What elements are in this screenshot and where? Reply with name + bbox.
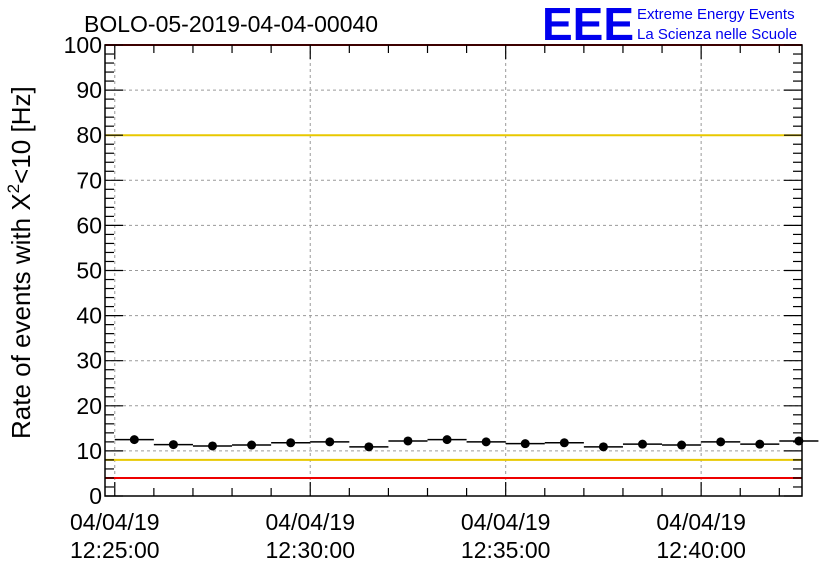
x-tick-label-time: 12:40:00 <box>656 537 746 563</box>
data-point <box>740 439 780 449</box>
point-marker <box>403 436 413 446</box>
eee-logo: EEE Extreme Energy Events La Scienza nel… <box>542 0 797 50</box>
point-marker <box>129 435 139 445</box>
point-marker <box>716 437 726 447</box>
point-marker <box>559 438 569 448</box>
y-tick-label: 0 <box>89 483 102 509</box>
point-marker <box>638 439 648 449</box>
point-marker <box>208 441 218 451</box>
data-point <box>153 440 193 450</box>
y-tick-label: 90 <box>76 77 102 103</box>
point-marker <box>247 440 257 450</box>
data-point <box>388 436 428 446</box>
y-tick-label: 40 <box>76 303 102 329</box>
data-point <box>192 441 233 451</box>
logo-line-2: La Scienza nelle Scuole <box>637 26 797 43</box>
data-point <box>232 440 272 450</box>
data-point <box>310 437 350 447</box>
data-point <box>427 435 467 445</box>
y-tick-labels: 0 10 20 30 40 50 60 70 80 90 100 <box>64 32 102 509</box>
x-tick-label-date: 04/04/19 <box>656 509 746 535</box>
data-point <box>466 437 506 447</box>
y-tick-label: 60 <box>76 212 102 238</box>
eee-logo-mark: EEE <box>542 0 634 50</box>
x-tick-label-time: 12:25:00 <box>70 537 160 563</box>
reference-lines <box>105 44 802 479</box>
data-point <box>662 440 702 450</box>
chart-title: BOLO-05-2019-04-04-00040 <box>84 11 378 37</box>
data-point <box>271 438 311 448</box>
point-marker <box>325 437 335 447</box>
y-tick-label: 100 <box>64 32 102 58</box>
grid-lines <box>105 45 802 496</box>
y-tick-label: 50 <box>76 258 102 284</box>
point-marker <box>364 442 374 452</box>
data-point <box>583 442 623 452</box>
y-tick-label: 10 <box>76 438 102 464</box>
data-point <box>779 436 819 446</box>
point-marker <box>286 438 296 448</box>
x-tick-label-date: 04/04/19 <box>70 509 160 535</box>
point-marker <box>598 442 608 452</box>
data-point <box>114 435 154 445</box>
y-tick-label: 30 <box>76 348 102 374</box>
y-tick-label: 70 <box>76 167 102 193</box>
data-points <box>114 435 819 452</box>
x-tick-label-date: 04/04/19 <box>461 509 551 535</box>
x-tick-labels: 04/04/1912:25:0004/04/1912:30:0004/04/19… <box>70 509 746 563</box>
data-point <box>544 438 584 448</box>
data-point <box>505 439 545 449</box>
y-tick-label: 80 <box>76 122 102 148</box>
point-marker <box>520 439 530 449</box>
point-marker <box>481 437 491 447</box>
point-marker <box>755 439 765 449</box>
point-marker <box>794 436 804 446</box>
x-tick-label-time: 12:35:00 <box>461 537 551 563</box>
data-point <box>622 439 663 449</box>
data-point <box>701 437 741 447</box>
point-marker <box>442 435 452 445</box>
axis-ticks <box>105 44 802 497</box>
logo-line-1: Extreme Energy Events <box>637 6 795 23</box>
x-tick-label-time: 12:30:00 <box>265 537 355 563</box>
y-tick-label: 20 <box>76 393 102 419</box>
y-axis-title: Rate of events with X2<10 [Hz] <box>4 86 36 439</box>
point-marker <box>677 440 687 450</box>
point-marker <box>168 440 178 450</box>
data-point <box>349 442 389 452</box>
x-tick-label-date: 04/04/19 <box>265 509 355 535</box>
